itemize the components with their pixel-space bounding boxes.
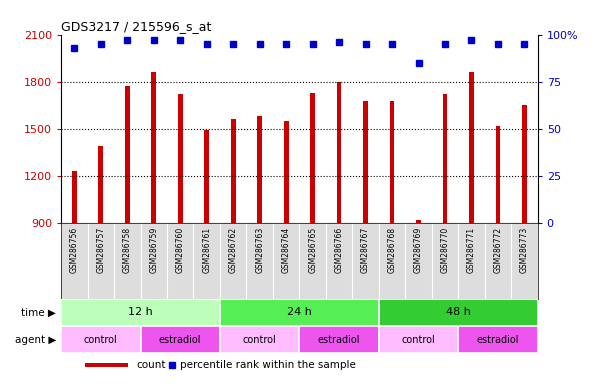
Bar (61, 299, 220, 326)
Bar (390, 101, 395, 223)
Bar (496, 126, 500, 223)
Text: 12 h: 12 h (128, 307, 153, 317)
Text: GSM286761: GSM286761 (202, 227, 211, 273)
Text: GSM286773: GSM286773 (520, 227, 529, 273)
Text: GSM286757: GSM286757 (97, 227, 105, 273)
Text: control: control (84, 334, 118, 344)
Text: time ▶: time ▶ (21, 307, 56, 317)
Bar (379, 299, 538, 326)
Text: GSM286767: GSM286767 (361, 227, 370, 273)
Bar (458, 326, 538, 353)
Text: GDS3217 / 215596_s_at: GDS3217 / 215596_s_at (61, 20, 211, 33)
Text: GSM286756: GSM286756 (70, 227, 79, 273)
Bar (98, 146, 103, 223)
Text: GSM286772: GSM286772 (494, 227, 502, 273)
Text: 48 h: 48 h (446, 307, 470, 317)
Bar (363, 101, 368, 223)
Text: percentile rank within the sample: percentile rank within the sample (180, 360, 356, 370)
Text: estradiol: estradiol (477, 334, 519, 344)
Text: agent ▶: agent ▶ (15, 334, 56, 344)
Text: 24 h: 24 h (287, 307, 312, 317)
Text: GSM286769: GSM286769 (414, 227, 423, 273)
Text: GSM286765: GSM286765 (308, 227, 317, 273)
Text: GSM286763: GSM286763 (255, 227, 264, 273)
Bar (220, 299, 379, 326)
Bar (284, 121, 288, 223)
Bar (299, 326, 379, 353)
Bar (220, 326, 299, 353)
Text: GSM286762: GSM286762 (229, 227, 238, 273)
Text: GSM286768: GSM286768 (387, 227, 397, 273)
Text: GSM286770: GSM286770 (441, 227, 450, 273)
Text: GSM286766: GSM286766 (335, 227, 343, 273)
Bar (442, 94, 447, 223)
Bar (522, 105, 527, 223)
Bar (61, 326, 141, 353)
Bar (204, 131, 209, 223)
Text: estradiol: estradiol (159, 334, 202, 344)
Text: control: control (243, 334, 277, 344)
Text: control: control (401, 334, 436, 344)
Bar (152, 72, 156, 223)
Bar (469, 72, 474, 223)
Text: count: count (136, 360, 166, 370)
Bar (257, 116, 262, 223)
Bar (72, 171, 77, 223)
Bar (141, 326, 220, 353)
Bar (416, 220, 421, 223)
Text: estradiol: estradiol (318, 334, 360, 344)
Text: GSM286759: GSM286759 (149, 227, 158, 273)
Bar (379, 326, 458, 353)
Text: GSM286758: GSM286758 (123, 227, 132, 273)
Bar (178, 94, 183, 223)
Bar (85, 363, 128, 367)
Text: GSM286760: GSM286760 (176, 227, 185, 273)
Text: GSM286764: GSM286764 (282, 227, 291, 273)
Bar (231, 119, 236, 223)
Bar (337, 82, 342, 223)
Bar (125, 86, 130, 223)
Text: GSM286771: GSM286771 (467, 227, 476, 273)
Bar (310, 93, 315, 223)
